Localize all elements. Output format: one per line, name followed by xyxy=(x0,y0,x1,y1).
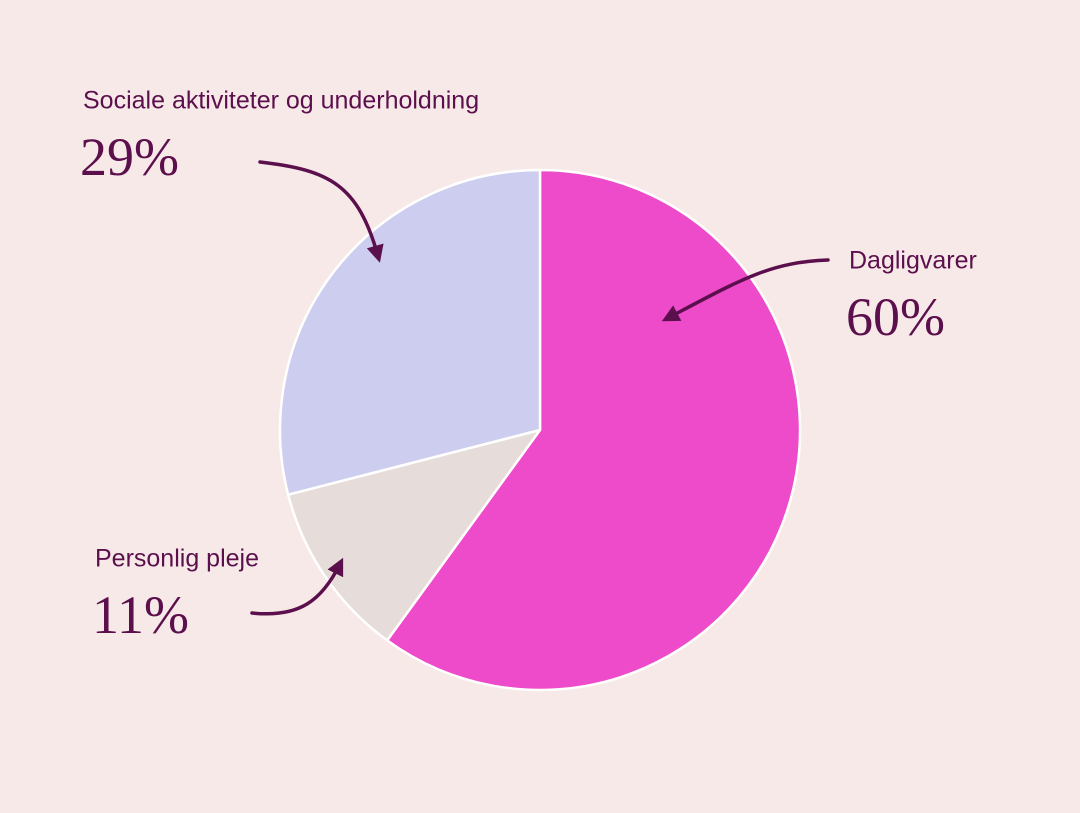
category-label: Personlig pleje xyxy=(95,545,259,573)
pie xyxy=(278,168,802,692)
arrow xyxy=(258,160,384,263)
category-label: Sociale aktiviteter og underholdning xyxy=(83,87,479,115)
pie-slice xyxy=(385,168,802,692)
pie-slice xyxy=(286,428,542,642)
arrow xyxy=(661,258,830,322)
category-label: Dagligvarer xyxy=(849,247,977,275)
value-label: 11% xyxy=(92,585,189,645)
arrow xyxy=(250,557,344,616)
value-label: 60% xyxy=(846,287,945,347)
pie-slice xyxy=(278,168,542,496)
value-label: 29% xyxy=(80,127,179,187)
